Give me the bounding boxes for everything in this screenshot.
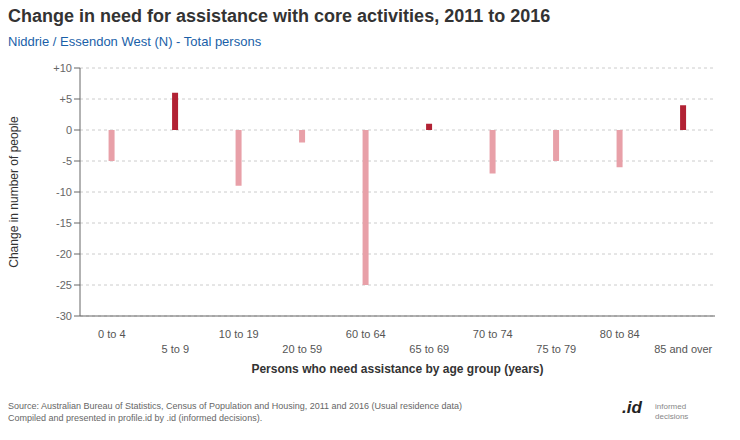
svg-text:20 to 59: 20 to 59 (282, 343, 322, 355)
html-text:Niddrie / Essendon West (N) -: Niddrie / Essendon West (N) - Total pers… (8, 34, 262, 49)
svg-text:80 to 84: 80 to 84 (600, 328, 640, 340)
svg-text:+5: +5 (59, 93, 72, 105)
svg-text:5 to 9: 5 to 9 (161, 343, 189, 355)
svg-text:75 to 79: 75 to 79 (536, 343, 576, 355)
svg-text:60 to 64: 60 to 64 (346, 328, 386, 340)
svg-text:0: 0 (66, 124, 72, 136)
html-text:Persons who need assistance by: Persons who need assistance by age group… (251, 362, 544, 376)
svg-text:-25: -25 (56, 279, 72, 291)
svg-text:-5: -5 (62, 155, 72, 167)
svg-text:85 and over: 85 and over (654, 343, 712, 355)
html-text:Change in need for assistance: Change in need for assistance with core … (8, 6, 551, 26)
svg-text:+10: +10 (53, 62, 72, 74)
html-text:informed: informed (655, 402, 687, 411)
svg-text:-10: -10 (56, 186, 72, 198)
html-text:Source: Australian Bureau of S: Source: Australian Bureau of Statistics,… (8, 401, 463, 411)
svg-text:-30: -30 (56, 310, 72, 322)
svg-text:-15: -15 (56, 217, 72, 229)
svg-text:70 to 74: 70 to 74 (473, 328, 513, 340)
svg-text:-20: -20 (56, 248, 72, 260)
html-text:decisions: decisions (655, 412, 689, 421)
html-text:Compiled and presented in prof: Compiled and presented in profile.id by … (8, 413, 263, 423)
svg-text:10 to 19: 10 to 19 (219, 328, 259, 340)
html-text:.id: .id (622, 398, 642, 417)
svg-text:Change in number of people: Change in number of people (8, 116, 21, 268)
svg-text:0 to 4: 0 to 4 (98, 328, 126, 340)
svg-text:65 to 69: 65 to 69 (409, 343, 449, 355)
